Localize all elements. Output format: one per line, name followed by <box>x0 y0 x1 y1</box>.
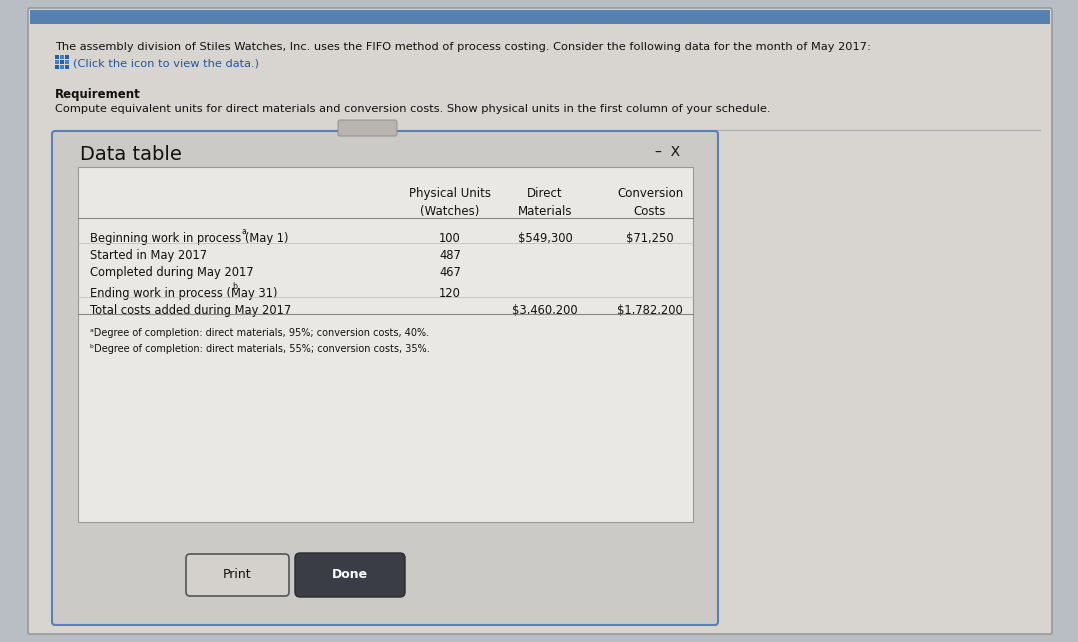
Text: –  X: – X <box>654 145 680 159</box>
Text: $1,782,200: $1,782,200 <box>617 304 682 317</box>
Bar <box>65 60 69 64</box>
Text: The assembly division of Stiles Watches, Inc. uses the FIFO method of process co: The assembly division of Stiles Watches,… <box>55 42 871 52</box>
FancyBboxPatch shape <box>28 8 1052 634</box>
Text: Done: Done <box>332 569 368 582</box>
Text: Costs: Costs <box>634 205 666 218</box>
Bar <box>30 10 1050 24</box>
Text: Started in May 2017: Started in May 2017 <box>89 249 207 262</box>
Text: Conversion: Conversion <box>617 187 683 200</box>
Bar <box>60 65 64 69</box>
Text: $549,300: $549,300 <box>517 232 572 245</box>
Text: Beginning work in process (May 1): Beginning work in process (May 1) <box>89 232 289 245</box>
FancyBboxPatch shape <box>186 554 289 596</box>
FancyBboxPatch shape <box>52 131 718 625</box>
Text: (Click the icon to view the data.): (Click the icon to view the data.) <box>73 59 259 69</box>
Bar <box>60 60 64 64</box>
Text: Requirement: Requirement <box>55 88 141 101</box>
Text: Data table: Data table <box>80 145 182 164</box>
Bar <box>60 55 64 59</box>
Text: ᵃDegree of completion: direct materials, 95%; conversion costs, 40%.: ᵃDegree of completion: direct materials,… <box>89 328 429 338</box>
Text: 467: 467 <box>439 266 461 279</box>
Text: $71,250: $71,250 <box>626 232 674 245</box>
Bar <box>55 60 59 64</box>
Text: a: a <box>241 227 247 236</box>
Text: Ending work in process (May 31): Ending work in process (May 31) <box>89 287 277 300</box>
Text: Compute equivalent units for direct materials and conversion costs. Show physica: Compute equivalent units for direct mate… <box>55 104 771 114</box>
Bar <box>65 55 69 59</box>
Text: Print: Print <box>223 569 252 582</box>
Text: Physical Units: Physical Units <box>409 187 490 200</box>
Text: Completed during May 2017: Completed during May 2017 <box>89 266 253 279</box>
Text: Direct: Direct <box>527 187 563 200</box>
Text: $3,460,200: $3,460,200 <box>512 304 578 317</box>
Text: b: b <box>233 282 237 291</box>
FancyBboxPatch shape <box>338 120 397 136</box>
Bar <box>55 65 59 69</box>
Bar <box>65 65 69 69</box>
Text: (Watches): (Watches) <box>420 205 480 218</box>
Text: ᵇDegree of completion: direct materials, 55%; conversion costs, 35%.: ᵇDegree of completion: direct materials,… <box>89 344 430 354</box>
Bar <box>55 55 59 59</box>
Text: Materials: Materials <box>517 205 572 218</box>
FancyBboxPatch shape <box>295 553 405 597</box>
FancyBboxPatch shape <box>78 167 693 522</box>
Text: Total costs added during May 2017: Total costs added during May 2017 <box>89 304 291 317</box>
Text: 100: 100 <box>439 232 461 245</box>
Text: 120: 120 <box>439 287 461 300</box>
Text: 487: 487 <box>439 249 461 262</box>
